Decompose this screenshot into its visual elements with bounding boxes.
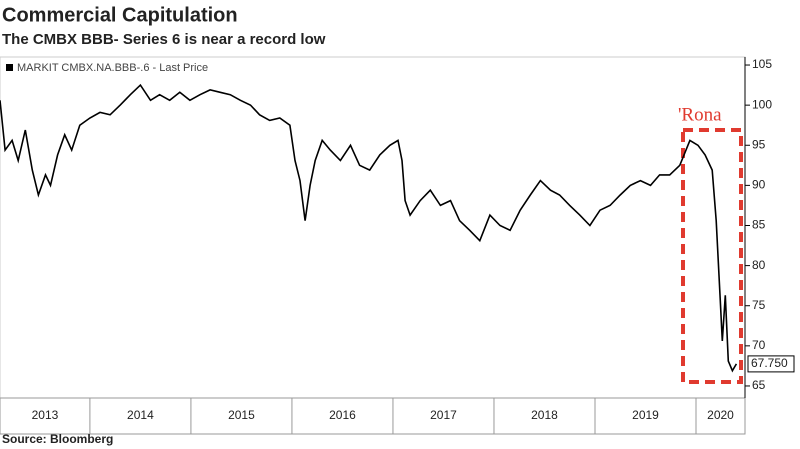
y-tick-label: 70 bbox=[752, 338, 766, 352]
source: Source: Bloomberg bbox=[2, 432, 113, 446]
last-price-box bbox=[747, 355, 795, 373]
legend-swatch bbox=[6, 64, 13, 71]
y-tick-label: 100 bbox=[752, 97, 772, 111]
chart-subtitle: The CMBX BBB- Series 6 is near a record … bbox=[2, 31, 326, 48]
y-tick-label: 85 bbox=[752, 218, 766, 232]
last-price-label: 67.750 bbox=[751, 356, 788, 370]
y-tick-label: 95 bbox=[752, 137, 766, 151]
y-tick-label: 105 bbox=[752, 57, 772, 71]
highlight-box bbox=[681, 128, 743, 384]
x-tick-label: 2020 bbox=[707, 408, 734, 422]
annotation: 'Rona bbox=[678, 104, 722, 125]
x-axis-band bbox=[0, 397, 746, 435]
plot-frame bbox=[0, 56, 746, 399]
x-tick-label: 2016 bbox=[329, 408, 356, 422]
y-tick-label: 90 bbox=[752, 178, 766, 192]
chart-title: Commercial Capitulation bbox=[2, 4, 238, 26]
y-tick-label: 80 bbox=[752, 258, 766, 272]
legend-label: MARKIT CMBX.NA.BBB-.6 - Last Price bbox=[17, 62, 208, 74]
x-tick-label: 2019 bbox=[632, 408, 659, 422]
y-tick-label: 75 bbox=[752, 298, 766, 312]
x-tick-label: 2015 bbox=[228, 408, 255, 422]
x-tick-label: 2018 bbox=[531, 408, 558, 422]
price-line bbox=[0, 83, 738, 373]
x-tick-label: 2013 bbox=[32, 408, 59, 422]
x-tick-label: 2017 bbox=[430, 408, 457, 422]
x-tick-label: 2014 bbox=[127, 408, 154, 422]
y-tick-label: 65 bbox=[752, 378, 766, 392]
